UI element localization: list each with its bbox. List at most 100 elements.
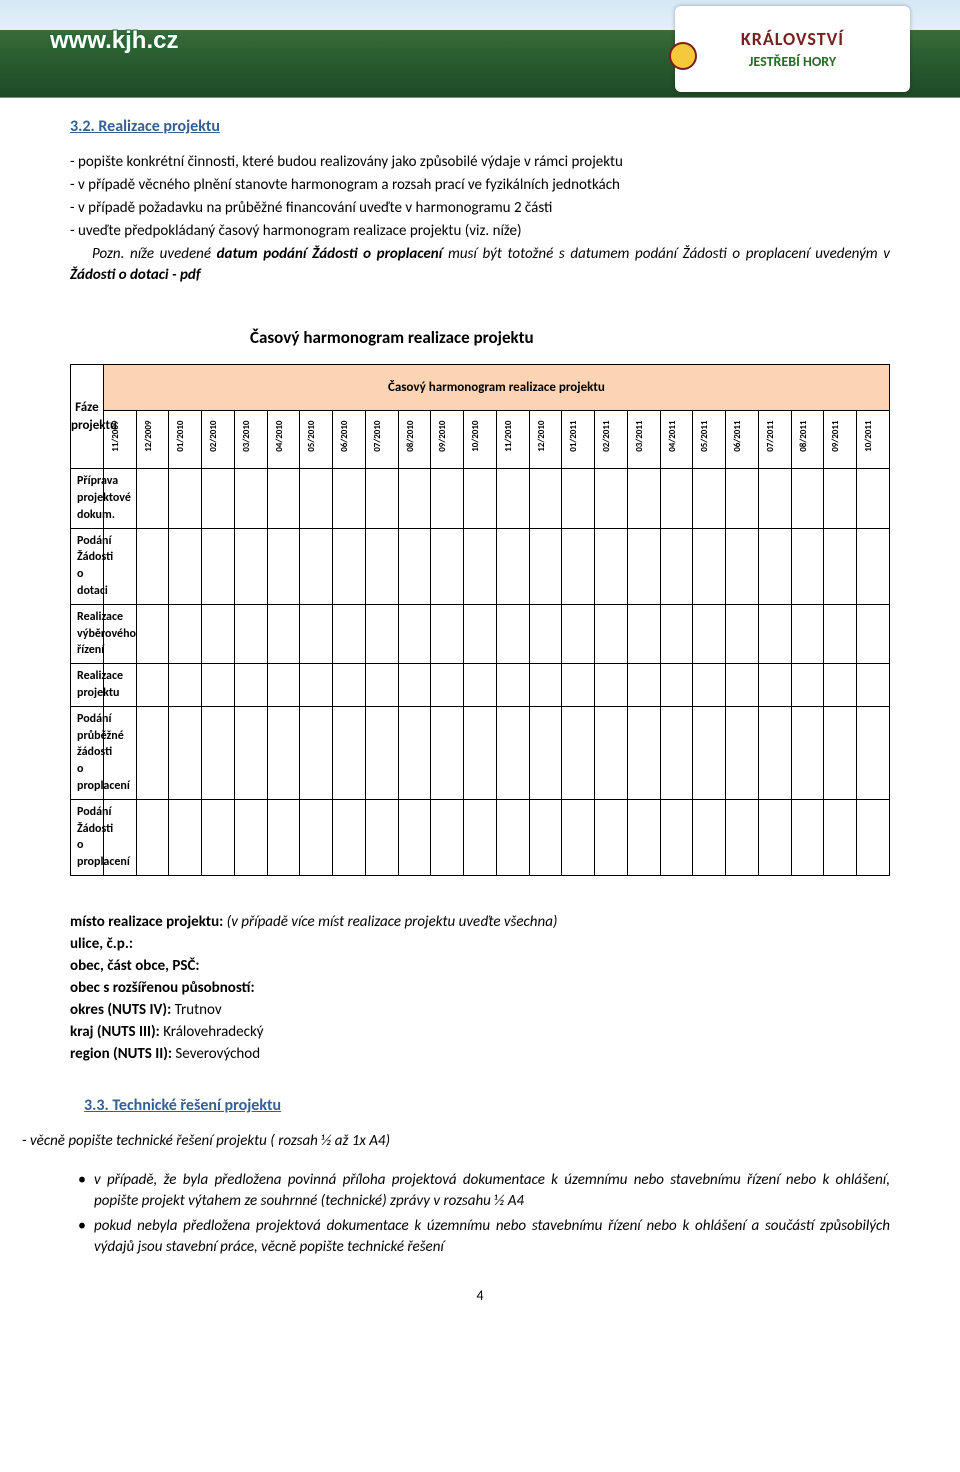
bullet-dot-icon: • bbox=[78, 1216, 94, 1258]
gantt-cell bbox=[169, 706, 202, 799]
gantt-cell bbox=[431, 469, 464, 528]
gantt-month-header: 08/2010 bbox=[398, 411, 431, 469]
gantt-cell bbox=[333, 664, 366, 707]
gantt-cell bbox=[529, 664, 562, 707]
gantt-cell bbox=[595, 528, 628, 604]
gantt-cell bbox=[693, 604, 726, 663]
gantt-row: Realizace projektu bbox=[71, 664, 890, 707]
bullet-text: pokud nebyla předložena projektová dokum… bbox=[94, 1216, 890, 1258]
gantt-cell bbox=[562, 664, 595, 707]
location-block: místo realizace projektu: (v případě víc… bbox=[70, 912, 890, 1065]
gantt-cell bbox=[824, 664, 857, 707]
pozn-pre: níže uvedené bbox=[130, 245, 217, 263]
gantt-cell bbox=[660, 469, 693, 528]
gantt-cell bbox=[660, 706, 693, 799]
body-line: - popište konkrétní činnosti, které budo… bbox=[70, 152, 890, 173]
loc-orp: obec s rozšířenou působností: bbox=[70, 978, 890, 999]
gantt-cell bbox=[627, 469, 660, 528]
gantt-cell bbox=[202, 604, 235, 663]
loc-heading-suffix: (v případě více míst realizace projektu … bbox=[223, 913, 557, 931]
gantt-cell bbox=[857, 469, 890, 528]
loc-heading-label: místo realizace projektu: bbox=[70, 913, 223, 931]
gantt-cell bbox=[333, 469, 366, 528]
body-line: - v případě požadavku na průběžné financ… bbox=[70, 198, 890, 219]
body-line: - v případě věcného plnění stanovte harm… bbox=[70, 175, 890, 196]
pozn-label: Pozn. bbox=[92, 245, 130, 263]
gantt-month-header: 08/2011 bbox=[791, 411, 824, 469]
gantt-row: Podání průběžné žádosti o proplacení bbox=[71, 706, 890, 799]
gantt-cell bbox=[464, 664, 497, 707]
gantt-table: Fáze projektu Časový harmonogram realiza… bbox=[70, 364, 890, 876]
banner-logo: KRÁLOVSTVÍ JESTŘEBÍ HORY bbox=[675, 6, 910, 92]
gantt-cell bbox=[758, 799, 791, 875]
gantt-cell bbox=[627, 664, 660, 707]
gantt-cell bbox=[529, 799, 562, 875]
gantt-cell bbox=[202, 799, 235, 875]
gantt-cell bbox=[595, 469, 628, 528]
gantt-month-header: 02/2011 bbox=[595, 411, 628, 469]
gantt-cell bbox=[595, 664, 628, 707]
gantt-cell bbox=[464, 469, 497, 528]
gantt-cell bbox=[496, 799, 529, 875]
loc-region-value: Severovýchod bbox=[172, 1045, 260, 1063]
bullet-text: v případě, že byla předložena povinná př… bbox=[94, 1170, 890, 1212]
gantt-cell bbox=[300, 469, 333, 528]
gantt-cell bbox=[398, 528, 431, 604]
gantt-month-header: 09/2010 bbox=[431, 411, 464, 469]
gantt-cell bbox=[791, 799, 824, 875]
gantt-row: Realizace výběrového řízení bbox=[71, 604, 890, 663]
gantt-cell bbox=[431, 664, 464, 707]
gantt-month-header: 10/2010 bbox=[464, 411, 497, 469]
gantt-month-header: 06/2011 bbox=[726, 411, 759, 469]
gantt-cell bbox=[758, 528, 791, 604]
page-content: 3.2. Realizace projektu - popište konkré… bbox=[0, 98, 960, 1336]
gantt-cell bbox=[365, 799, 398, 875]
section-32-body: - popište konkrétní činnosti, které budo… bbox=[70, 152, 890, 286]
pozn-bold1: datum podání Žádosti o proplacení bbox=[217, 245, 443, 263]
gantt-cell bbox=[136, 664, 169, 707]
gantt-cell bbox=[758, 469, 791, 528]
gantt-cell bbox=[660, 664, 693, 707]
gantt-cell bbox=[365, 664, 398, 707]
gantt-cell bbox=[824, 799, 857, 875]
loc-okres-value: Trutnov bbox=[171, 1001, 221, 1019]
gantt-cell bbox=[300, 664, 333, 707]
gantt-row-label: Podání Žádosti o proplacení bbox=[71, 799, 104, 875]
gantt-cell bbox=[726, 706, 759, 799]
gantt-cell bbox=[202, 664, 235, 707]
gantt-month-header: 02/2010 bbox=[202, 411, 235, 469]
gantt-cell bbox=[791, 706, 824, 799]
gantt-cell bbox=[365, 604, 398, 663]
location-heading: místo realizace projektu: (v případě víc… bbox=[70, 912, 890, 933]
gantt-month-header: 05/2011 bbox=[693, 411, 726, 469]
loc-region-label: region (NUTS II): bbox=[70, 1045, 172, 1063]
gantt-cell bbox=[234, 469, 267, 528]
gantt-cell bbox=[693, 528, 726, 604]
gantt-cell bbox=[136, 799, 169, 875]
gantt-cell bbox=[365, 706, 398, 799]
gantt-cell bbox=[333, 528, 366, 604]
loc-region: region (NUTS II): Severovýchod bbox=[70, 1044, 890, 1065]
gantt-cell bbox=[464, 604, 497, 663]
gantt-cell bbox=[398, 604, 431, 663]
gantt-cell bbox=[169, 664, 202, 707]
pozn-line: Pozn. níže uvedené datum podání Žádosti … bbox=[70, 244, 890, 286]
gantt-cell bbox=[169, 604, 202, 663]
loc-kraj-label: kraj (NUTS III): bbox=[70, 1023, 160, 1041]
bullet-list: • v případě, že byla předložena povinná … bbox=[78, 1170, 890, 1258]
gantt-cell bbox=[202, 706, 235, 799]
gantt-cell bbox=[431, 706, 464, 799]
gantt-cell bbox=[693, 469, 726, 528]
gantt-cell bbox=[431, 528, 464, 604]
pozn-mid: musí být totožné s datumem podání Žádost… bbox=[442, 245, 890, 263]
gantt-cell bbox=[824, 706, 857, 799]
gantt-cell bbox=[136, 528, 169, 604]
gantt-cell bbox=[562, 604, 595, 663]
banner-logo-sun-icon bbox=[669, 42, 697, 70]
gantt-cell bbox=[464, 706, 497, 799]
gantt-cell bbox=[234, 799, 267, 875]
gantt-cell bbox=[136, 469, 169, 528]
gantt-month-header: 10/2011 bbox=[857, 411, 890, 469]
banner-logo-line1: KRÁLOVSTVÍ bbox=[741, 27, 844, 52]
loc-obec: obec, část obce, PSČ: bbox=[70, 956, 890, 977]
